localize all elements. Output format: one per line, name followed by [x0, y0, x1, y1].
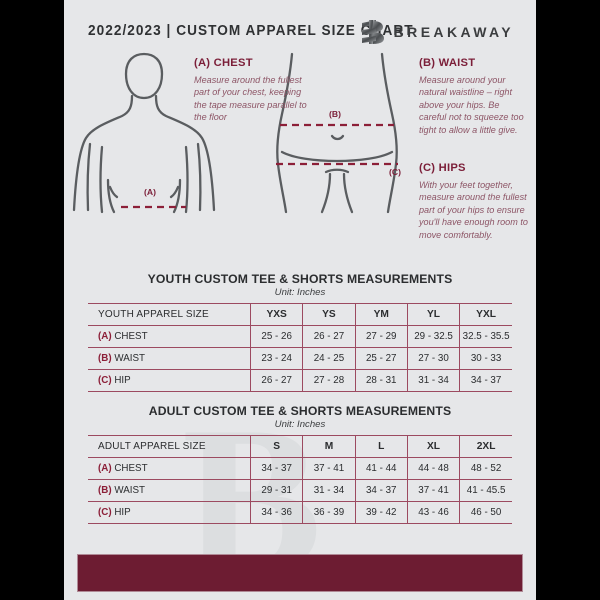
table-row: (B) WAIST 23 - 24 24 - 25 25 - 27 27 - 3… [88, 347, 512, 370]
chest-marker-label: (A) [144, 187, 156, 197]
youth-row-1-name: WAIST [114, 353, 146, 364]
adult-row-2-label: (C) HIP [88, 501, 251, 524]
table-row: (A) CHEST 34 - 37 37 - 41 41 - 44 44 - 4… [88, 457, 512, 480]
adult-row-0-name: CHEST [114, 463, 148, 474]
adult-cell-0-4: 48 - 52 [459, 457, 512, 480]
page-title: 2022/2023 | CUSTOM APPAREL SIZE CHART [88, 23, 414, 39]
youth-col-1: YS [302, 303, 356, 326]
adult-row-2-marker: (C) [98, 507, 112, 518]
youth-cell-1-1: 24 - 25 [302, 347, 356, 370]
adult-row-1-name: WAIST [114, 485, 146, 496]
table-row: (C) HIP 34 - 36 36 - 39 39 - 42 43 - 46 … [88, 501, 512, 524]
adult-col-2: L [355, 435, 408, 458]
youth-cell-0-0: 25 - 26 [250, 325, 304, 348]
adult-row-0-marker: (A) [98, 463, 112, 474]
youth-row-2-label: (C) HIP [88, 369, 251, 392]
youth-cell-1-0: 23 - 24 [250, 347, 304, 370]
hips-description-body: With your feet together, measure around … [419, 180, 528, 240]
adult-cell-1-1: 31 - 34 [302, 479, 356, 502]
adult-row-1-marker: (B) [98, 485, 112, 496]
measurement-diagram: (A) (B) (C) (A) CHEST Measure around the… [64, 52, 536, 270]
youth-col-4: YXL [459, 303, 512, 326]
adult-cell-1-2: 34 - 37 [355, 479, 408, 502]
youth-cell-0-1: 26 - 27 [302, 325, 356, 348]
adult-cell-0-1: 37 - 41 [302, 457, 356, 480]
table-row: (B) WAIST 29 - 31 31 - 34 34 - 37 37 - 4… [88, 479, 512, 502]
youth-cell-1-2: 25 - 27 [355, 347, 408, 370]
waist-description-title: (B) WAIST [419, 57, 476, 69]
chest-description: (A) CHEST Measure around the fullest par… [194, 57, 312, 124]
table-row: (C) HIP 26 - 27 27 - 28 28 - 31 31 - 34 … [88, 369, 512, 392]
hips-description: (C) HIPS With your feet together, measur… [419, 162, 531, 241]
table-row: (A) CHEST 25 - 26 26 - 27 27 - 29 29 - 3… [88, 325, 512, 348]
adult-cell-2-2: 39 - 42 [355, 501, 408, 524]
youth-size-table: YOUTH APPAREL SIZE YXS YS YM YL YXL (A) … [88, 303, 512, 392]
youth-row-1-marker: (B) [98, 353, 112, 364]
hips-marker-label: (C) [389, 167, 401, 177]
youth-row-2-marker: (C) [98, 375, 112, 386]
youth-row-0-marker: (A) [98, 331, 112, 342]
adult-col-1: M [302, 435, 356, 458]
youth-table-title: YOUTH CUSTOM TEE & SHORTS MEASUREMENTS [147, 272, 453, 286]
waist-description: (B) WAIST Measure around your natural wa… [419, 57, 529, 136]
torso-front-silhouette [72, 52, 216, 214]
youth-cell-2-3: 31 - 34 [407, 369, 461, 392]
youth-cell-0-4: 32.5 - 35.5 [459, 325, 512, 348]
youth-row-2-name: HIP [114, 375, 131, 386]
adult-cell-2-0: 34 - 36 [250, 501, 304, 524]
adult-cell-2-3: 43 - 46 [407, 501, 461, 524]
adult-size-table: ADULT APPAREL SIZE S M L XL 2XL (A) CHES… [88, 435, 512, 524]
youth-row-0-name: CHEST [114, 331, 148, 342]
footer-bar [77, 554, 523, 592]
hips-description-title: (C) HIPS [419, 162, 466, 174]
adult-header-label: ADULT APPAREL SIZE [88, 435, 251, 458]
breakaway-b-monogram-icon [361, 20, 384, 44]
adult-col-4: 2XL [459, 435, 512, 458]
youth-cell-2-4: 34 - 37 [459, 369, 512, 392]
youth-row-1-label: (B) WAIST [88, 347, 251, 370]
adult-cell-0-2: 41 - 44 [355, 457, 408, 480]
waist-description-body: Measure around your natural waistline – … [419, 75, 524, 135]
chest-description-title: (A) CHEST [194, 57, 253, 69]
table-header-row: YOUTH APPAREL SIZE YXS YS YM YL YXL [88, 303, 512, 326]
youth-cell-2-2: 28 - 31 [355, 369, 408, 392]
youth-cell-1-3: 27 - 30 [407, 347, 461, 370]
waist-marker-label: (B) [329, 109, 341, 119]
table-header-row: ADULT APPAREL SIZE S M L XL 2XL [88, 435, 512, 458]
adult-row-0-label: (A) CHEST [88, 457, 251, 480]
youth-cell-1-4: 30 - 33 [459, 347, 512, 370]
brand-wordmark: BREAKAWAY [393, 24, 514, 40]
youth-table-unit: Unit: Inches [274, 287, 326, 298]
adult-cell-0-3: 44 - 48 [407, 457, 461, 480]
adult-table-title: ADULT CUSTOM TEE & SHORTS MEASUREMENTS [148, 404, 452, 418]
adult-table-unit: Unit: Inches [274, 419, 326, 430]
youth-col-3: YL [407, 303, 461, 326]
body-figures-svg [72, 52, 398, 214]
youth-cell-0-2: 27 - 29 [355, 325, 408, 348]
adult-col-0: S [250, 435, 304, 458]
youth-cell-2-1: 27 - 28 [302, 369, 356, 392]
adult-cell-1-3: 37 - 41 [407, 479, 461, 502]
page-header: 2022/2023 | CUSTOM APPAREL SIZE CHART BR [64, 18, 536, 52]
adult-cell-2-4: 46 - 50 [459, 501, 512, 524]
adult-col-3: XL [407, 435, 461, 458]
adult-row-1-label: (B) WAIST [88, 479, 251, 502]
youth-cell-0-3: 29 - 32.5 [407, 325, 461, 348]
youth-cell-2-0: 26 - 27 [250, 369, 304, 392]
brand-logo: BREAKAWAY [359, 18, 514, 46]
adult-cell-1-0: 29 - 31 [250, 479, 304, 502]
adult-row-2-name: HIP [114, 507, 131, 518]
adult-cell-1-4: 41 - 45.5 [459, 479, 512, 502]
size-chart-page: B 2022/2023 | CUSTOM APPAREL SIZE CHART [64, 0, 536, 600]
youth-col-2: YM [355, 303, 408, 326]
adult-size-section: ADULT CUSTOM TEE & SHORTS MEASUREMENTS U… [88, 404, 512, 524]
youth-row-0-label: (A) CHEST [88, 325, 251, 348]
hips-waist-silhouette [276, 52, 398, 214]
adult-cell-2-1: 36 - 39 [302, 501, 356, 524]
youth-col-0: YXS [250, 303, 304, 326]
youth-size-section: YOUTH CUSTOM TEE & SHORTS MEASUREMENTS U… [88, 272, 512, 392]
chest-description-body: Measure around the fullest part of your … [194, 75, 307, 123]
adult-cell-0-0: 34 - 37 [250, 457, 304, 480]
youth-header-label: YOUTH APPAREL SIZE [88, 303, 251, 326]
